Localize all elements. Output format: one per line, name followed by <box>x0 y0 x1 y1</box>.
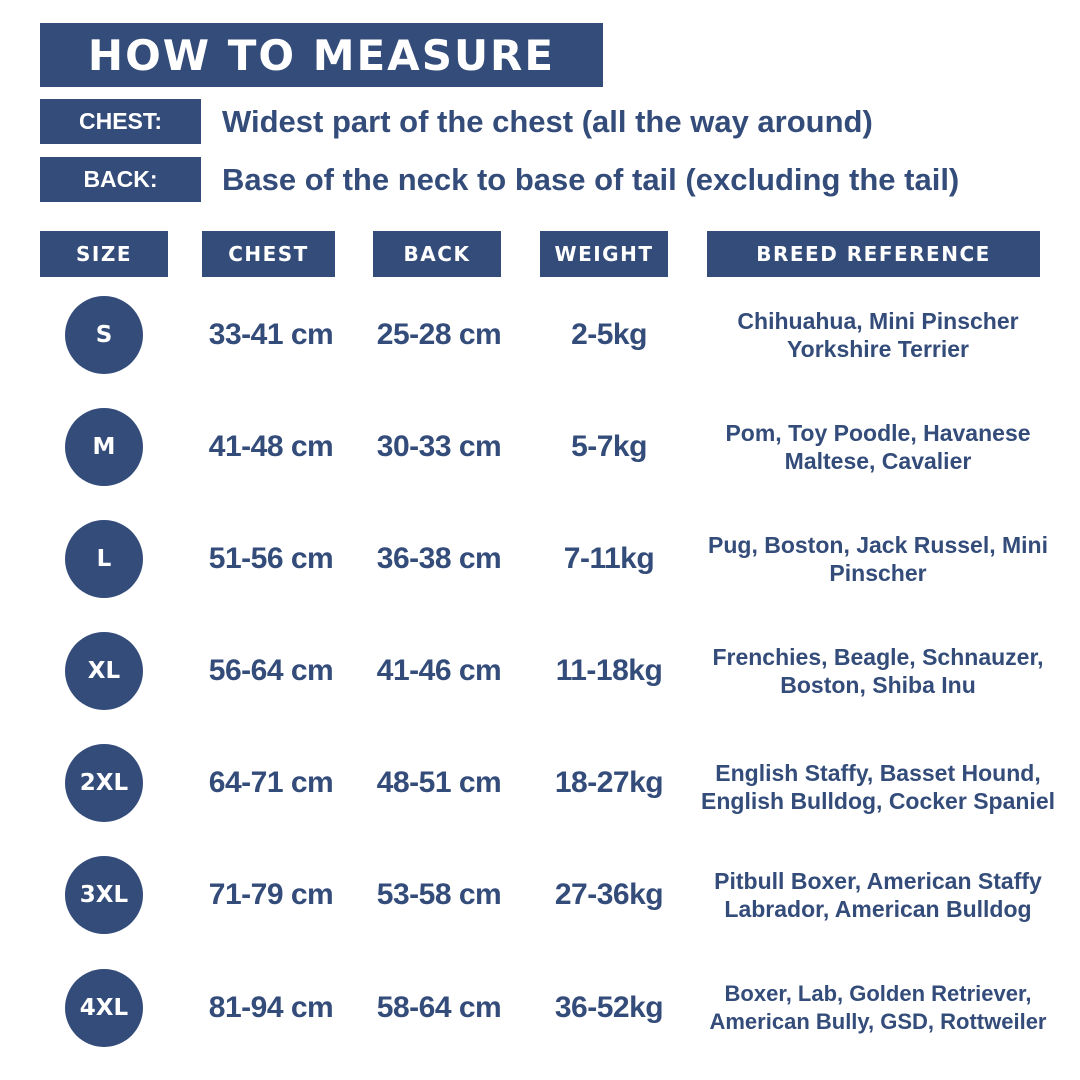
back-definition: Base of the neck to base of tail (exclud… <box>222 161 960 197</box>
chest-value: 33-41 cm <box>208 318 334 351</box>
header-chest: CHEST <box>202 231 335 277</box>
breed-reference: Pitbull Boxer, American Staffy Labrador,… <box>714 868 1042 922</box>
table-row: L 51-56 cm 36-38 cm 7-11kg Pug, Boston, … <box>0 514 1080 604</box>
weight-value: 36-52kg <box>554 991 664 1024</box>
page-title: HOW TO MEASURE <box>87 30 556 80</box>
size-badge: M <box>65 408 143 486</box>
size-badge: 3XL <box>65 856 143 934</box>
table-row: M 41-48 cm 30-33 cm 5-7kg Pom, Toy Poodl… <box>0 402 1080 492</box>
table-row: S 33-41 cm 25-28 cm 2-5kg Chihuahua, Min… <box>0 290 1080 380</box>
weight-value: 5-7kg <box>571 430 647 463</box>
size-badge: XL <box>65 632 143 710</box>
back-value: 36-38 cm <box>376 542 502 575</box>
size-badge: L <box>65 520 143 598</box>
breed-reference: Boxer, Lab, Golden Retriever, American B… <box>709 981 1047 1034</box>
size-badge: 4XL <box>65 969 143 1047</box>
weight-value: 7-11kg <box>563 542 655 575</box>
header-weight: WEIGHT <box>540 231 668 277</box>
title-banner: HOW TO MEASURE <box>40 23 603 87</box>
chest-value: 56-64 cm <box>208 654 334 687</box>
breed-reference: Pug, Boston, Jack Russel, Mini Pinscher <box>708 532 1048 586</box>
weight-value: 27-36kg <box>554 878 664 911</box>
weight-value: 11-18kg <box>555 654 663 687</box>
header-breed-reference: BREED REFERENCE <box>707 231 1040 277</box>
table-row: 3XL 71-79 cm 53-58 cm 27-36kg Pitbull Bo… <box>0 850 1080 940</box>
weight-value: 2-5kg <box>571 318 647 351</box>
back-value: 53-58 cm <box>376 878 502 911</box>
table-row: XL 56-64 cm 41-46 cm 11-18kg Frenchies, … <box>0 626 1080 716</box>
table-row: 2XL 64-71 cm 48-51 cm 18-27kg English St… <box>0 738 1080 828</box>
header-size: SIZE <box>40 231 168 277</box>
chest-label: CHEST: <box>40 99 201 144</box>
size-badge: 2XL <box>65 744 143 822</box>
back-value: 58-64 cm <box>376 991 502 1024</box>
weight-value: 18-27kg <box>554 766 664 799</box>
chest-value: 81-94 cm <box>208 991 334 1024</box>
back-value: 48-51 cm <box>376 766 502 799</box>
chest-value: 71-79 cm <box>208 878 334 911</box>
chest-definition: Widest part of the chest (all the way ar… <box>222 103 873 139</box>
breed-reference: Chihuahua, Mini Pinscher Yorkshire Terri… <box>737 308 1019 362</box>
back-label: BACK: <box>40 157 201 202</box>
table-row: 4XL 81-94 cm 58-64 cm 36-52kg Boxer, Lab… <box>0 963 1080 1053</box>
chest-value: 51-56 cm <box>208 542 334 575</box>
breed-reference: English Staffy, Basset Hound, English Bu… <box>701 760 1055 814</box>
chest-value: 41-48 cm <box>208 430 334 463</box>
back-value: 41-46 cm <box>376 654 502 687</box>
back-value: 25-28 cm <box>376 318 502 351</box>
back-value: 30-33 cm <box>376 430 502 463</box>
size-badge: S <box>65 296 143 374</box>
breed-reference: Frenchies, Beagle, Schnauzer, Boston, Sh… <box>712 644 1044 698</box>
breed-reference: Pom, Toy Poodle, Havanese Maltese, Caval… <box>725 420 1031 474</box>
header-back: BACK <box>373 231 501 277</box>
chest-value: 64-71 cm <box>208 766 334 799</box>
